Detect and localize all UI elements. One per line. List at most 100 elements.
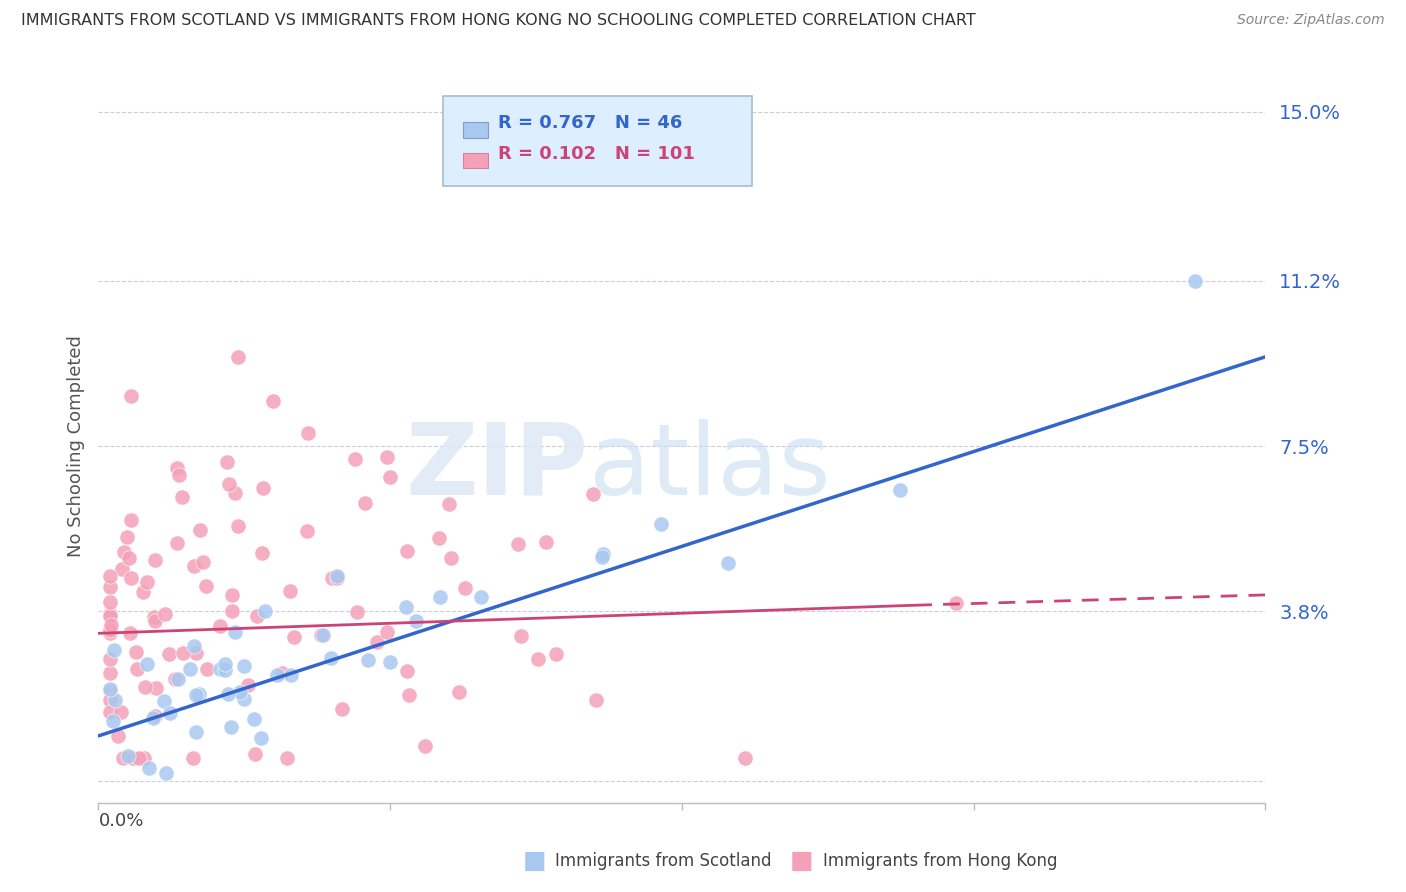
Point xyxy=(135,574,157,589)
Point xyxy=(142,610,165,624)
Point xyxy=(159,706,181,721)
Point xyxy=(366,635,388,649)
Point xyxy=(413,739,436,754)
Point xyxy=(319,650,342,665)
Point xyxy=(142,711,165,725)
Point xyxy=(217,687,239,701)
Point xyxy=(357,652,380,666)
Point xyxy=(344,452,367,467)
Y-axis label: No Schooling Completed: No Schooling Completed xyxy=(66,335,84,557)
Point xyxy=(218,476,240,491)
Point xyxy=(217,455,239,469)
Point xyxy=(224,625,246,640)
Point xyxy=(193,555,215,569)
Point xyxy=(184,646,207,660)
Point xyxy=(214,657,236,672)
Point xyxy=(254,604,277,618)
Point xyxy=(214,663,236,677)
Point xyxy=(449,685,471,699)
Text: R = 0.767   N = 46: R = 0.767 N = 46 xyxy=(498,114,682,132)
Point xyxy=(115,530,138,544)
Point xyxy=(167,468,190,483)
Point xyxy=(143,709,166,723)
Point xyxy=(312,628,335,642)
Point xyxy=(195,662,218,676)
Text: atlas: atlas xyxy=(589,419,830,516)
Point xyxy=(135,657,157,671)
Point xyxy=(283,630,305,644)
Point xyxy=(717,556,740,570)
Point xyxy=(585,693,607,707)
Point xyxy=(346,605,368,619)
Point xyxy=(208,662,231,676)
Point xyxy=(243,712,266,726)
Point xyxy=(111,562,134,576)
Point xyxy=(582,487,605,501)
Point xyxy=(166,673,188,687)
Point xyxy=(375,450,398,464)
Point xyxy=(236,678,259,692)
Point xyxy=(98,706,121,720)
Point xyxy=(107,729,129,743)
Text: Immigrants from Scotland: Immigrants from Scotland xyxy=(555,852,772,870)
Point xyxy=(326,569,349,583)
Point xyxy=(544,648,567,662)
Point xyxy=(250,731,273,746)
Point xyxy=(378,655,401,669)
Point xyxy=(143,614,166,628)
Point xyxy=(98,692,121,706)
Point xyxy=(98,595,121,609)
Point xyxy=(309,628,332,642)
Point xyxy=(190,523,212,537)
Point xyxy=(221,604,243,618)
Point xyxy=(143,553,166,567)
Point xyxy=(278,584,301,599)
Point xyxy=(134,751,156,765)
Point xyxy=(153,694,176,708)
Point xyxy=(297,425,319,440)
Point xyxy=(233,692,256,706)
Point xyxy=(209,619,232,633)
Point xyxy=(166,461,188,475)
Point xyxy=(243,747,266,761)
Point xyxy=(228,350,250,364)
Point xyxy=(155,766,177,780)
Point xyxy=(128,751,150,765)
Point xyxy=(98,684,121,698)
Point xyxy=(118,626,141,640)
Point xyxy=(398,689,420,703)
Point xyxy=(118,551,141,566)
Point xyxy=(252,546,274,560)
Point xyxy=(224,486,246,500)
Point xyxy=(233,659,256,673)
Point xyxy=(395,664,418,678)
Point xyxy=(163,672,186,686)
FancyBboxPatch shape xyxy=(463,122,488,137)
Point xyxy=(110,705,132,719)
Point xyxy=(120,571,142,585)
Point xyxy=(120,389,142,403)
Point xyxy=(172,646,194,660)
Point xyxy=(591,549,613,564)
Point xyxy=(526,651,548,665)
Text: ■: ■ xyxy=(790,849,813,872)
Point xyxy=(98,607,121,622)
Point xyxy=(395,544,418,558)
Point xyxy=(321,571,343,585)
Point xyxy=(117,749,139,764)
Point xyxy=(183,639,205,653)
Point xyxy=(221,588,243,602)
Point xyxy=(266,667,288,681)
Point xyxy=(104,692,127,706)
Point xyxy=(98,580,121,594)
Point xyxy=(183,559,205,574)
Point xyxy=(132,585,155,599)
Point xyxy=(650,517,672,532)
Point xyxy=(101,714,124,729)
Point xyxy=(98,624,121,638)
Point xyxy=(229,685,252,699)
Point xyxy=(405,614,427,628)
Point xyxy=(332,701,354,715)
Point xyxy=(138,761,160,775)
Point xyxy=(536,535,558,549)
